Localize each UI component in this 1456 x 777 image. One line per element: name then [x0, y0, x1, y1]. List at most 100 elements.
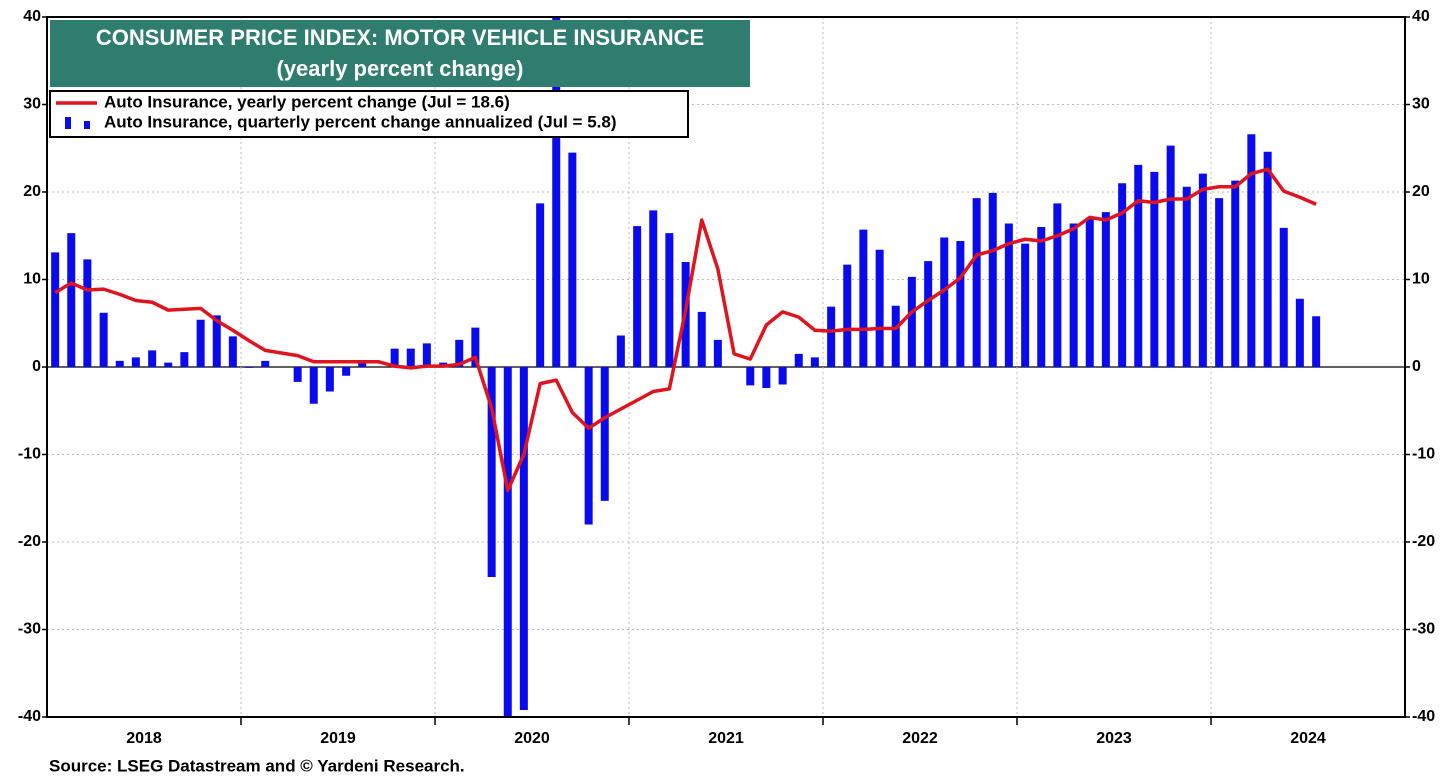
legend-label: Auto Insurance, yearly percent change (J… — [104, 92, 510, 111]
bar — [972, 198, 981, 367]
bar — [519, 367, 528, 710]
bar — [778, 367, 787, 385]
legend-box — [49, 90, 689, 138]
bar — [164, 362, 173, 367]
y2-tick-label: 0 — [1412, 358, 1421, 375]
bar — [471, 327, 480, 367]
title-box — [50, 20, 750, 87]
bar — [115, 360, 124, 367]
bar — [390, 348, 399, 367]
y-tick-label: 30 — [23, 96, 41, 113]
bar — [503, 367, 512, 717]
bar — [1101, 212, 1110, 367]
x-tick-label: 2024 — [1290, 730, 1326, 747]
bar — [552, 17, 561, 367]
bar — [1182, 186, 1191, 367]
bar — [1134, 164, 1143, 367]
x-tick-label: 2023 — [1096, 730, 1132, 747]
bar — [1231, 180, 1240, 367]
bar — [455, 339, 464, 367]
bar — [67, 233, 76, 367]
bar — [1198, 173, 1207, 367]
y2-tick-label: 40 — [1412, 8, 1430, 25]
x-tick-label: 2019 — [320, 730, 356, 747]
y2-tick-label: 20 — [1412, 183, 1430, 200]
bar — [633, 226, 642, 367]
y2-tick-label: 30 — [1412, 96, 1430, 113]
bar — [665, 233, 674, 367]
bar — [487, 367, 496, 577]
bar — [810, 357, 819, 367]
bar — [891, 305, 900, 367]
bar — [649, 210, 658, 367]
x-tick-label: 2021 — [708, 730, 744, 747]
bar — [83, 259, 92, 367]
bar — [342, 367, 351, 376]
bar — [99, 312, 108, 367]
bar — [212, 315, 221, 367]
legend-swatch — [84, 121, 90, 129]
y2-tick-label: 10 — [1412, 271, 1430, 288]
axes: -40 -30 -20 -10 0 10 20 30 40 -40 -30 -20 -10 0 10 20 30… — [18, 8, 1435, 747]
x-tick-label: 2022 — [902, 730, 938, 747]
bar — [358, 363, 367, 367]
y2-tick-label: -30 — [1412, 621, 1435, 638]
bar — [228, 336, 237, 367]
y2-tick-label: -10 — [1412, 446, 1435, 463]
y2-tick-label: -40 — [1412, 708, 1435, 725]
bar — [196, 319, 205, 367]
bar — [1004, 223, 1013, 367]
bar — [422, 343, 431, 367]
bar — [261, 360, 270, 367]
y-tick-label: -40 — [18, 708, 41, 725]
source-note: Source: LSEG Datastream and © Yardeni Re… — [49, 756, 465, 775]
bar — [148, 350, 157, 367]
bar — [584, 367, 593, 525]
chart-title: CONSUMER PRICE INDEX: MOTOR VEHICLE INSU… — [96, 25, 704, 50]
bar — [1021, 243, 1030, 367]
bar — [325, 367, 334, 392]
x-tick-label: 2020 — [514, 730, 550, 747]
bar — [1166, 145, 1175, 367]
bar — [956, 241, 965, 367]
bar — [827, 306, 836, 367]
y-tick-label: 10 — [23, 271, 41, 288]
bar — [616, 335, 625, 367]
bar — [131, 357, 140, 367]
y-tick-label: -10 — [18, 446, 41, 463]
chart-subtitle: (yearly percent change) — [277, 56, 524, 81]
bar — [746, 367, 755, 386]
y-tick-label: 0 — [32, 358, 41, 375]
bar — [1215, 198, 1224, 367]
bar — [697, 311, 706, 367]
bar — [794, 353, 803, 367]
bar — [940, 237, 949, 367]
bar — [1263, 151, 1272, 367]
bar — [1312, 316, 1321, 367]
bar — [1069, 223, 1078, 367]
bar — [924, 261, 933, 367]
bar — [762, 367, 771, 388]
legend-label: Auto Insurance, quarterly percent change… — [104, 112, 617, 131]
bar — [309, 367, 318, 404]
bar — [859, 229, 868, 367]
bar — [1150, 171, 1159, 367]
plot-area — [51, 17, 1321, 717]
y-tick-label: -20 — [18, 533, 41, 550]
y-tick-label: -30 — [18, 621, 41, 638]
bar — [1279, 227, 1288, 367]
bar — [988, 192, 997, 367]
bar — [1118, 183, 1127, 367]
bar — [843, 264, 852, 367]
bar — [1247, 134, 1256, 367]
legend: Auto Insurance, yearly percent change (J… — [56, 92, 617, 131]
bar — [713, 339, 722, 367]
bar — [568, 152, 577, 367]
bar — [406, 348, 415, 367]
bar — [293, 367, 302, 382]
bar — [875, 249, 884, 367]
bar — [1037, 227, 1046, 367]
bar — [600, 367, 609, 501]
line — [54, 167, 1317, 493]
